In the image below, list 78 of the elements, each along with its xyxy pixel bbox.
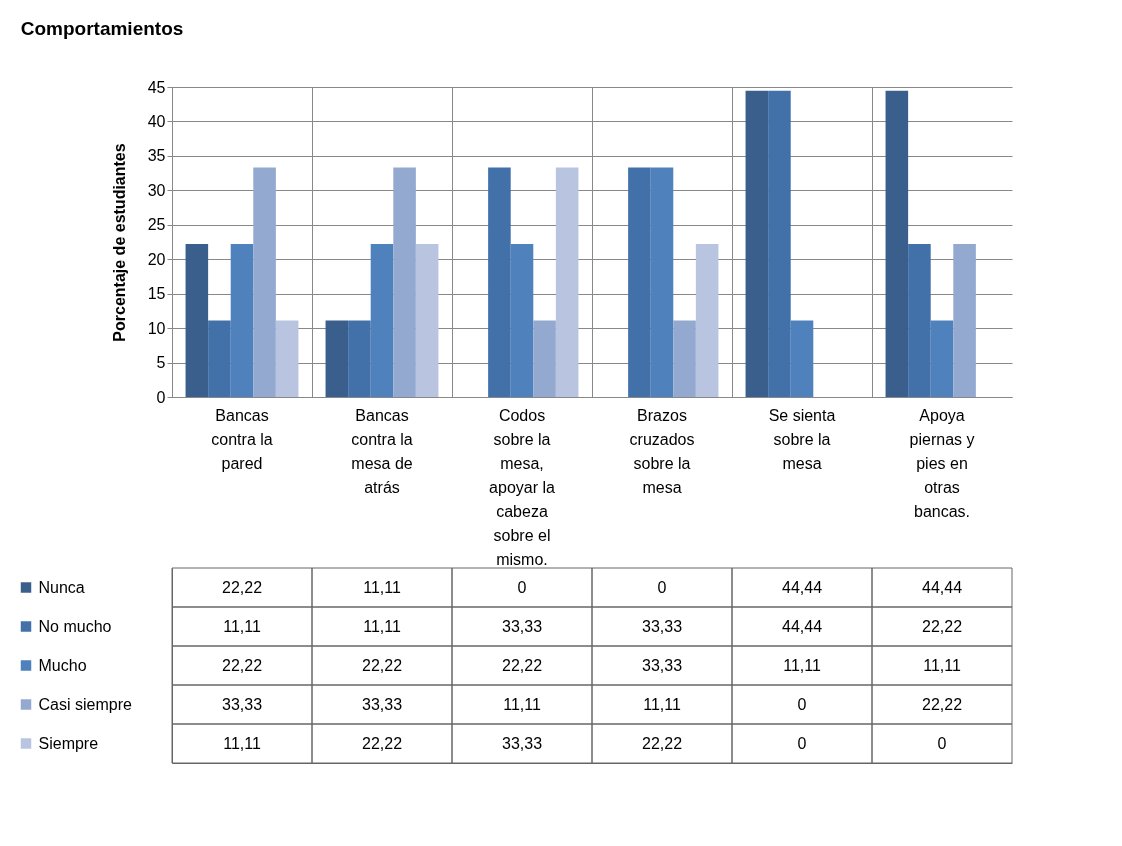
legend-label: Casi siempre xyxy=(38,695,132,713)
y-tick-label: 40 xyxy=(147,112,166,130)
data-label: 33,33 xyxy=(641,617,683,635)
x-tick-label: Codos sobre la mesa, apoyar la cabeza sobre el mismo. xyxy=(489,406,556,568)
data-label: 22,22 xyxy=(361,734,403,752)
bar xyxy=(673,320,696,397)
y-tick-label: 15 xyxy=(147,285,166,303)
legend-label: Siempre xyxy=(38,734,99,752)
data-label: 22,22 xyxy=(641,734,683,752)
data-label: 0 xyxy=(937,734,947,752)
y-tick-label: 30 xyxy=(147,181,166,199)
bar xyxy=(953,243,976,397)
bar xyxy=(415,243,439,397)
data-label: 0 xyxy=(797,734,807,752)
bar xyxy=(185,243,209,397)
bar xyxy=(790,320,814,397)
y-tick-label: 0 xyxy=(156,388,166,406)
x-tick-label: Bancas contra la mesa de atrás xyxy=(351,406,413,496)
data-label: 22,22 xyxy=(921,695,963,713)
y-tick-label: 35 xyxy=(147,147,166,165)
bar xyxy=(885,90,909,397)
bar xyxy=(908,243,931,397)
data-label: 11,11 xyxy=(783,656,821,674)
data-label: 33,33 xyxy=(641,656,683,674)
bar xyxy=(628,167,651,397)
bar xyxy=(275,320,299,397)
data-label: 11,11 xyxy=(503,695,541,713)
y-axis-title: Porcentaje de estudiantes xyxy=(110,143,128,342)
legend-label: No mucho xyxy=(38,617,112,635)
data-label: 11,11 xyxy=(223,734,261,752)
data-label: 44,44 xyxy=(781,578,823,596)
data-label: 0 xyxy=(797,695,807,713)
data-label: 33,33 xyxy=(501,734,543,752)
bar xyxy=(695,243,719,397)
y-tick-label: 5 xyxy=(156,354,166,372)
bar xyxy=(253,167,276,397)
data-label: 22,22 xyxy=(221,656,263,674)
y-tick-label: 10 xyxy=(147,319,166,337)
data-label: 22,22 xyxy=(501,656,543,674)
bar xyxy=(768,90,791,397)
data-label: 0 xyxy=(657,578,667,596)
data-label: 0 xyxy=(517,578,527,596)
legend-label: Mucho xyxy=(38,656,87,674)
bar xyxy=(510,243,534,397)
bar xyxy=(488,167,511,397)
bar xyxy=(745,90,769,397)
x-tick-label: Bancas contra la pared xyxy=(211,406,273,472)
bar xyxy=(230,243,254,397)
x-tick-label: Apoya piernas y pies en otras bancas. xyxy=(909,406,975,520)
chart-title: Comportamientos xyxy=(20,18,184,39)
data-label: 11,11 xyxy=(363,617,401,635)
y-tick-label: 25 xyxy=(147,216,166,234)
data-label: 11,11 xyxy=(363,578,401,596)
bar xyxy=(393,167,416,397)
data-label: 44,44 xyxy=(781,617,823,635)
data-label: 11,11 xyxy=(923,656,961,674)
data-label: 22,22 xyxy=(921,617,963,635)
x-tick-label: Brazos cruzados sobre la mesa xyxy=(629,406,695,496)
data-label: 33,33 xyxy=(501,617,543,635)
bar xyxy=(325,320,349,397)
data-label: 11,11 xyxy=(223,617,261,635)
bar xyxy=(208,320,231,397)
bar xyxy=(533,320,556,397)
data-label: 33,33 xyxy=(361,695,403,713)
data-label: 22,22 xyxy=(361,656,403,674)
data-label: 11,11 xyxy=(643,695,681,713)
data-label: 33,33 xyxy=(221,695,263,713)
y-tick-label: 45 xyxy=(147,78,166,96)
bar xyxy=(348,320,371,397)
y-tick-label: 20 xyxy=(147,250,166,268)
bar xyxy=(555,167,579,397)
data-label: 22,22 xyxy=(221,578,263,596)
legend-label: Nunca xyxy=(38,578,85,596)
data-label: 44,44 xyxy=(921,578,963,596)
bar xyxy=(370,243,394,397)
bar xyxy=(650,167,674,397)
bar xyxy=(930,320,954,397)
x-tick-label: Se sienta sobre la mesa xyxy=(768,406,836,472)
